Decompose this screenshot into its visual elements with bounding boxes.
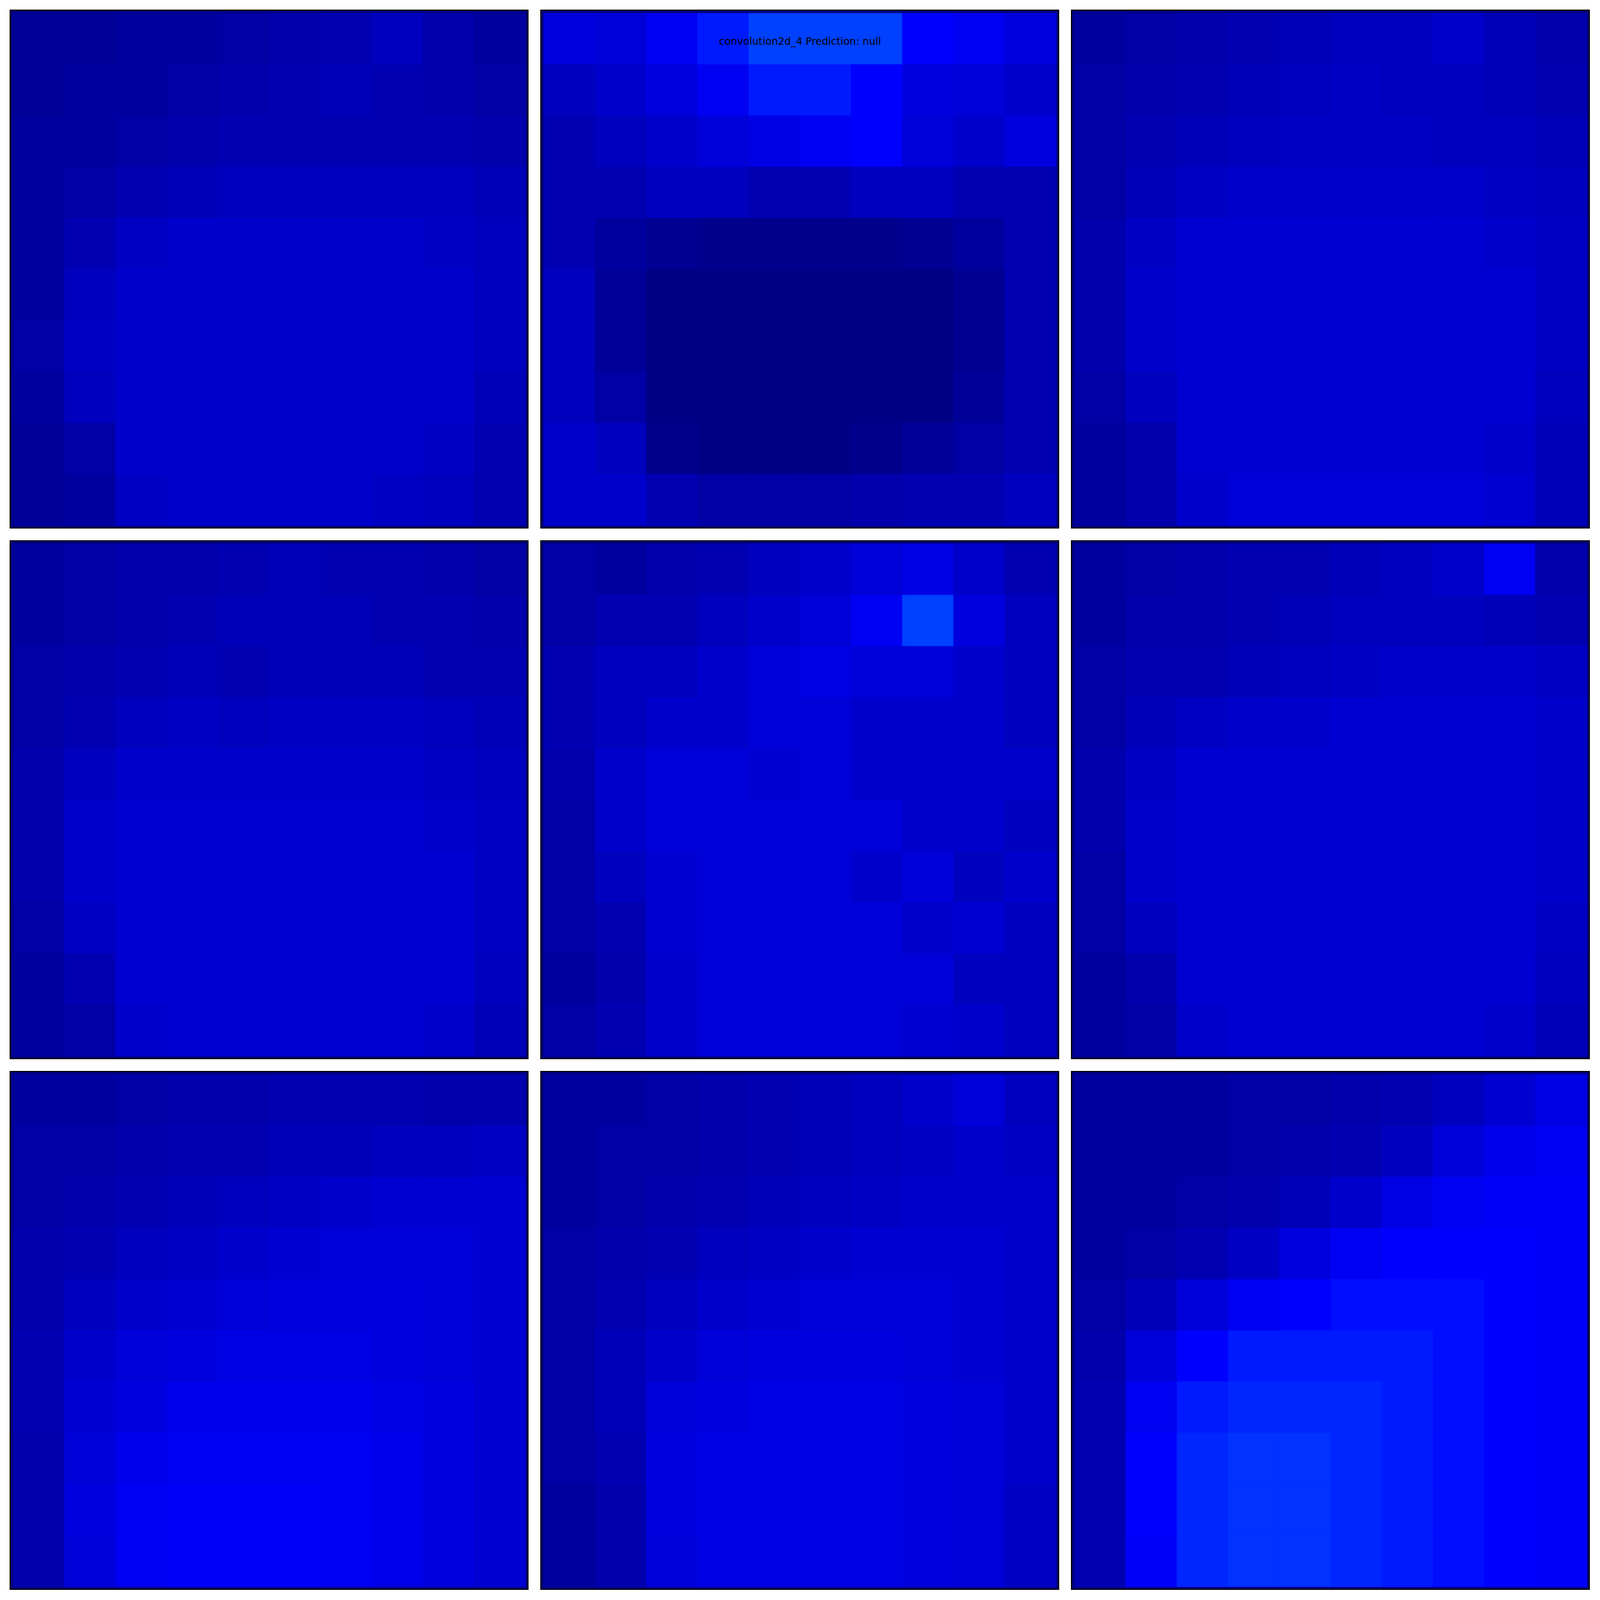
svg-text:convolution2d_4 Prediction: nu: convolution2d_4 Prediction: null [718,35,882,48]
